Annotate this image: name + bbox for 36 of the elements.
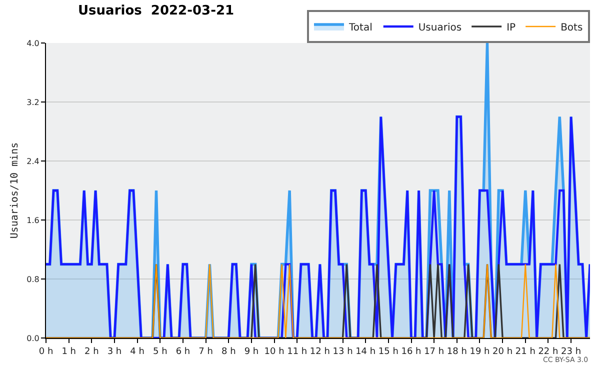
x-tick-label: 16 h [401, 346, 422, 357]
legend-label: IP [506, 22, 516, 34]
x-tick-label: 4 h [130, 346, 144, 357]
x-tick-label: 15 h [378, 346, 398, 357]
x-tick-label: 21 h [515, 346, 536, 357]
x-tick-label: 22 h [538, 346, 558, 357]
x-tick-label: 3 h [107, 346, 122, 357]
x-tick-label: 0 h [38, 346, 54, 357]
x-tick-label: 9 h [244, 346, 259, 357]
x-tick-label: 6 h [176, 346, 190, 357]
x-tick-label: 10 h [264, 346, 284, 357]
x-tick-label: 17 h [424, 346, 444, 357]
y-axis-title: Usuarios/10 mins [10, 142, 21, 239]
y-tick-label: 0.0 [26, 334, 40, 343]
x-tick-label: 18 h [446, 346, 467, 357]
x-tick-label: 1 h [62, 346, 76, 357]
x-tick-label: 11 h [287, 346, 308, 357]
x-tick-label: 2 h [84, 346, 99, 357]
x-tick-label: 12 h [310, 346, 330, 357]
x-tick-label: 14 h [356, 346, 376, 357]
x-tick-label: 8 h [221, 346, 236, 357]
legend-label: Total [348, 22, 372, 34]
x-tick-label: 5 h [152, 346, 168, 357]
x-tick-label: 23 h [561, 346, 582, 357]
x-tick-label: 20 h [492, 346, 513, 357]
legend-label: Bots [560, 22, 583, 34]
y-tick-label: 2.4 [26, 156, 40, 166]
y-tick-label: 3.2 [26, 98, 40, 107]
x-tick-label: 7 h [198, 346, 213, 357]
legend-label: Usuarios [418, 22, 462, 34]
y-tick-label: 0.8 [26, 274, 40, 284]
y-tick-label: 1.6 [26, 216, 40, 225]
chart-title: Usuarios 2022-03-21 [78, 4, 234, 19]
y-tick-label: 4.0 [26, 38, 40, 48]
x-tick-label: 13 h [332, 346, 353, 357]
x-tick-label: 19 h [470, 346, 490, 357]
